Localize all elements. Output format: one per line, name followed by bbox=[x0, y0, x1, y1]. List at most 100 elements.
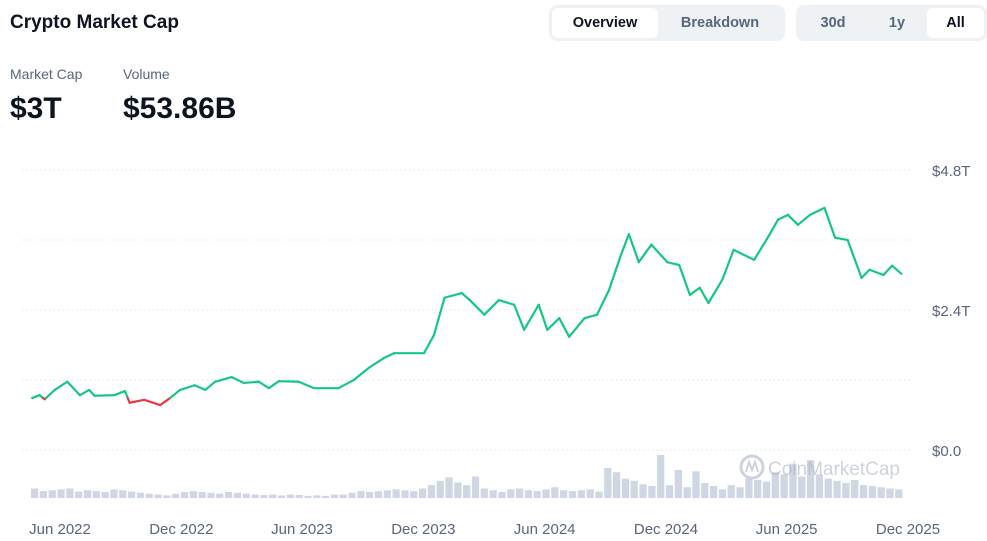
x-tick-label: Dec 2023 bbox=[391, 521, 455, 538]
volume-bar bbox=[154, 494, 162, 498]
price-line-segment bbox=[422, 333, 436, 355]
volume-bar bbox=[471, 476, 480, 498]
volume-bar bbox=[621, 478, 630, 498]
price-line-segment bbox=[93, 394, 116, 397]
tab-overview[interactable]: Overview bbox=[552, 8, 658, 38]
price-line-segment bbox=[242, 380, 261, 385]
volume-bar bbox=[277, 495, 286, 498]
volume-bar bbox=[489, 490, 497, 498]
price-line-segment bbox=[595, 289, 611, 316]
volume-bar bbox=[330, 494, 339, 498]
volume-bar bbox=[189, 491, 197, 498]
price-line-segment bbox=[214, 375, 233, 383]
volume-bar bbox=[824, 478, 832, 498]
market-cap-label: Market Cap bbox=[10, 66, 83, 82]
volume-bar bbox=[842, 482, 850, 498]
volume-bar bbox=[136, 492, 145, 498]
price-line-segment bbox=[513, 303, 526, 331]
volume-bar bbox=[507, 489, 515, 498]
volume-bar bbox=[463, 485, 471, 498]
price-line-segment bbox=[53, 380, 69, 392]
volume-bar bbox=[807, 460, 815, 498]
volume-bar bbox=[886, 488, 894, 498]
volume-bar bbox=[895, 489, 903, 498]
volume-bar bbox=[180, 491, 189, 498]
x-tick-label: Jun 2023 bbox=[271, 521, 333, 538]
price-line-segment bbox=[637, 243, 653, 264]
tab-breakdown[interactable]: Breakdown bbox=[680, 15, 760, 31]
volume-bar bbox=[648, 485, 656, 498]
volume-bar bbox=[304, 495, 312, 498]
volume-bar bbox=[286, 494, 294, 498]
volume-bar bbox=[657, 455, 665, 498]
price-line-segment bbox=[497, 298, 516, 306]
volume-value: $53.86B bbox=[123, 92, 237, 125]
tab-all[interactable]: All bbox=[927, 8, 984, 38]
price-line-segment bbox=[786, 213, 800, 226]
market-cap-stat: Market Cap $3T bbox=[10, 66, 82, 126]
price-line-segment bbox=[568, 317, 586, 338]
price-line-segment bbox=[698, 286, 710, 305]
price-line-segment bbox=[123, 389, 129, 400]
volume-bar bbox=[172, 493, 180, 498]
view-tabs: Overview Breakdown bbox=[549, 5, 785, 41]
price-line-segment bbox=[666, 261, 681, 267]
volume-bar bbox=[374, 491, 383, 498]
volume-bar bbox=[233, 492, 242, 498]
volume-bar bbox=[295, 494, 303, 498]
price-line-segment bbox=[367, 356, 386, 369]
price-line-segment bbox=[860, 268, 871, 280]
volume-bar bbox=[859, 485, 868, 498]
volume-bar bbox=[736, 487, 744, 498]
volume-bar bbox=[533, 491, 541, 498]
volume-bar bbox=[551, 487, 559, 498]
volume-bar bbox=[718, 489, 727, 498]
volume-bar bbox=[692, 471, 700, 498]
volume-bar bbox=[119, 490, 127, 498]
x-tick-label: Jun 2022 bbox=[29, 521, 91, 538]
price-line-segment bbox=[468, 298, 486, 316]
volume-bar bbox=[348, 492, 356, 498]
market-cap-value: $3T bbox=[10, 92, 62, 125]
volume-bar bbox=[586, 489, 594, 498]
tab-30d[interactable]: 30d bbox=[820, 15, 846, 31]
watermark: CoinMarketCap bbox=[739, 454, 900, 480]
price-line-segment bbox=[558, 317, 571, 338]
volume-bar bbox=[75, 491, 83, 498]
price-line-segment bbox=[128, 398, 146, 404]
x-tick-label: Dec 2025 bbox=[876, 521, 940, 538]
volume-bar bbox=[798, 476, 806, 498]
price-line-segment bbox=[607, 254, 623, 292]
price-line-segment bbox=[337, 378, 355, 390]
y-tick-label: $0.0 bbox=[932, 443, 961, 460]
volume-bar bbox=[31, 488, 39, 498]
price-line-segment bbox=[78, 388, 91, 397]
volume-bar bbox=[771, 472, 779, 498]
volume-bar bbox=[57, 489, 65, 498]
volume-bar bbox=[101, 491, 109, 498]
price-line-segment bbox=[732, 248, 756, 261]
tab-1y[interactable]: 1y bbox=[888, 15, 906, 31]
price-line-segment bbox=[432, 296, 446, 337]
price-line-segment bbox=[257, 380, 270, 390]
price-line-segment bbox=[44, 388, 56, 400]
price-line-segment bbox=[537, 303, 549, 331]
volume-bar bbox=[66, 488, 74, 498]
volume-bar bbox=[780, 474, 788, 498]
price-line-segment bbox=[808, 206, 826, 217]
volume-bar bbox=[313, 495, 321, 498]
price-line-segment bbox=[882, 264, 894, 277]
volume-bar bbox=[260, 494, 268, 498]
volume-bar bbox=[128, 491, 136, 498]
volume-bar bbox=[665, 485, 674, 498]
price-line-segment bbox=[168, 388, 182, 400]
price-line-segment bbox=[868, 268, 885, 277]
volume-bar bbox=[410, 491, 418, 498]
volume-bar bbox=[542, 489, 550, 498]
volume-bar bbox=[877, 487, 885, 498]
price-line-segment bbox=[823, 206, 837, 239]
volume-bar bbox=[454, 482, 462, 498]
volume-bar bbox=[789, 463, 797, 498]
volume-bar bbox=[745, 478, 753, 498]
